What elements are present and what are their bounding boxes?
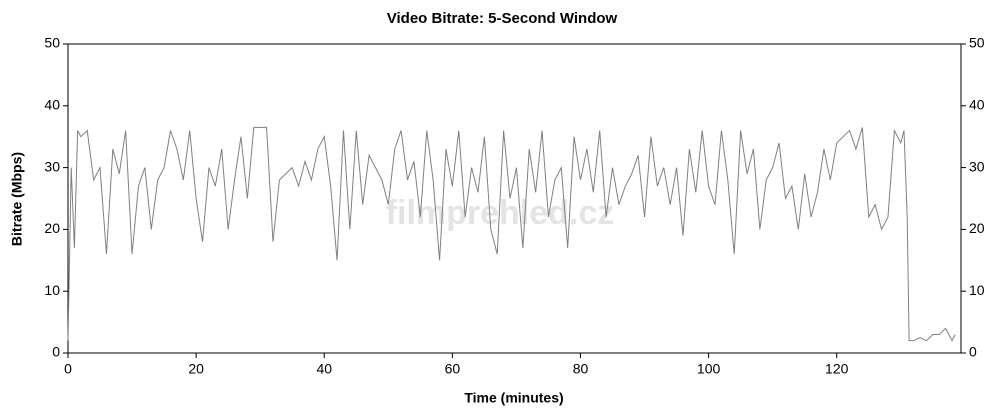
y-tick-label: 20 <box>44 220 60 236</box>
x-tick-label: 60 <box>445 361 461 377</box>
x-tick-label: 40 <box>316 361 332 377</box>
y2-tick-label: 0 <box>969 344 977 360</box>
x-tick-label: 0 <box>64 361 72 377</box>
y-tick-label: 0 <box>52 344 60 360</box>
y-axis-label: Bitrate (Mbps) <box>9 152 25 246</box>
y2-tick-label: 20 <box>969 220 985 236</box>
x-axis-label: Time (minutes) <box>464 390 563 406</box>
chart-title: Video Bitrate: 5-Second Window <box>387 10 618 27</box>
y-tick-label: 40 <box>44 97 60 113</box>
plot-frame <box>67 43 962 354</box>
x-tick-label: 20 <box>188 361 204 377</box>
x-tick-label: 120 <box>825 361 849 377</box>
y-tick-label: 30 <box>44 158 60 174</box>
x-tick-label: 100 <box>697 361 721 377</box>
y-tick-label: 10 <box>44 282 60 298</box>
y2-tick-label: 50 <box>969 35 985 51</box>
y-tick-label: 50 <box>44 35 60 51</box>
x-tick-label: 80 <box>573 361 589 377</box>
y2-tick-label: 30 <box>969 158 985 174</box>
y2-tick-label: 40 <box>969 97 985 113</box>
y2-tick-label: 10 <box>969 282 985 298</box>
bitrate-line <box>67 126 956 342</box>
